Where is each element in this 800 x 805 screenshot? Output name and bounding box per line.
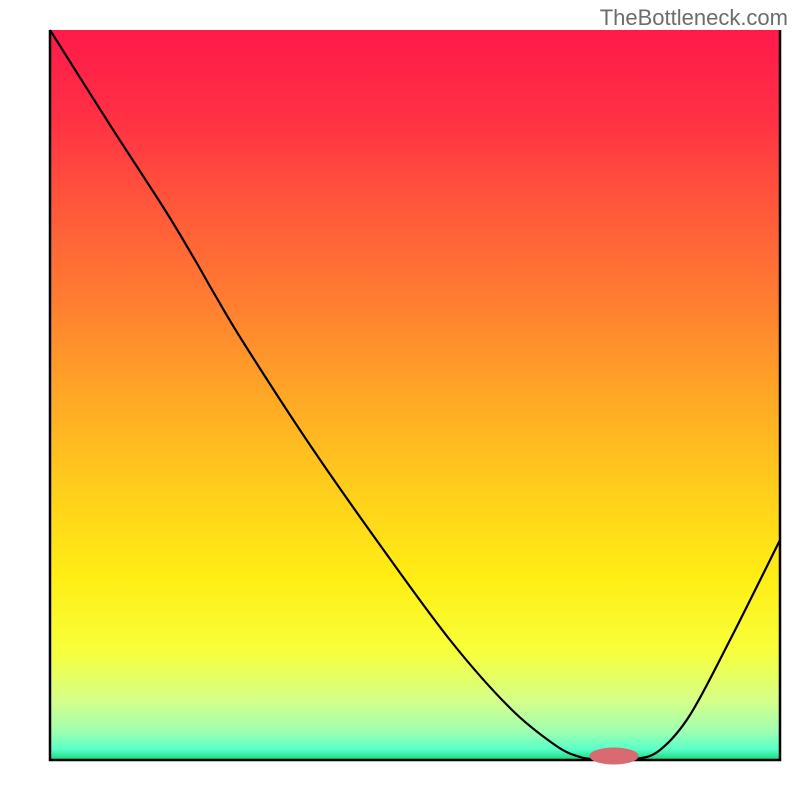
bottleneck-chart [0,0,800,800]
plot-background [50,30,780,760]
chart-svg [0,0,800,800]
attribution-watermark: TheBottleneck.com [600,5,788,31]
optimal-point-marker [590,748,638,764]
